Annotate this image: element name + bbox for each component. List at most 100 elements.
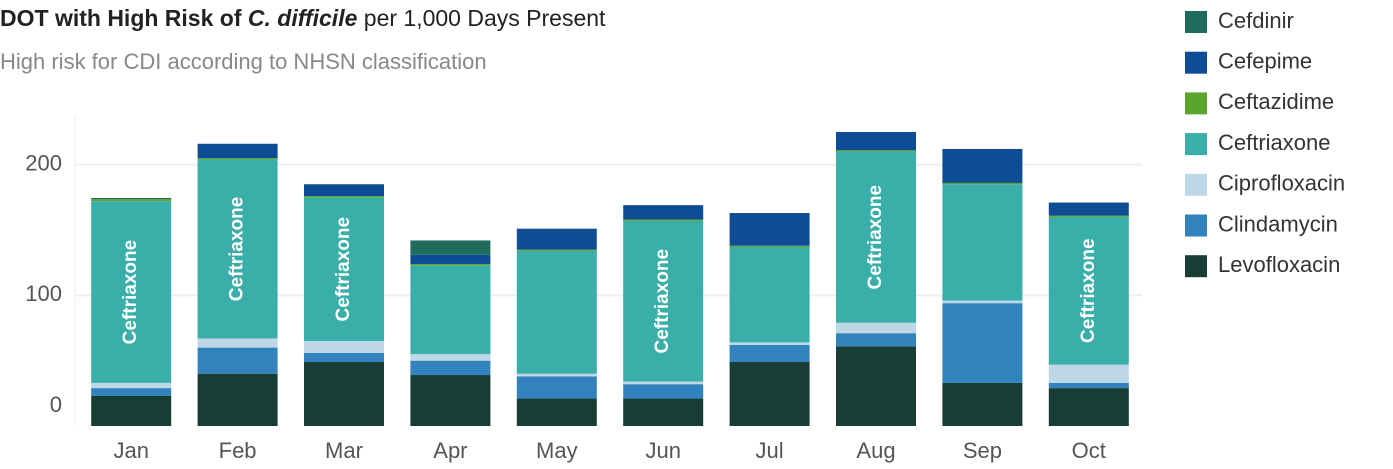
- bar-segment: [91, 395, 172, 426]
- legend-label: Ceftriaxone: [1218, 130, 1331, 155]
- segment-label: Ceftriaxone: [865, 185, 886, 290]
- x-tick-label: Jul: [756, 438, 784, 463]
- bar-segment: [623, 219, 704, 221]
- bar-segment: [410, 375, 491, 426]
- bar-segment: [942, 303, 1023, 383]
- bar-segment: [836, 151, 916, 323]
- bar-segment: [942, 148, 1023, 183]
- legend-swatch: [1185, 173, 1207, 196]
- bar-segment: [197, 338, 278, 348]
- bar-segment: [516, 373, 597, 377]
- segment-label: Ceftriaxone: [333, 217, 354, 322]
- bar-segment: [942, 300, 1023, 304]
- bar-segment: [410, 263, 491, 266]
- segment-label: Ceftriaxone: [652, 249, 673, 354]
- bar-segment: [623, 381, 704, 385]
- bar-segment: [197, 347, 278, 374]
- bar-segment: [942, 382, 1023, 426]
- bar-segment: [516, 228, 597, 250]
- bar-segment: [197, 373, 278, 426]
- bar-segment: [729, 344, 810, 362]
- bar-segment: [729, 245, 810, 247]
- bar-segment: [1048, 202, 1129, 216]
- bar-segment: [410, 265, 491, 355]
- bar-segment: [304, 184, 384, 197]
- chart-subtitle: High risk for CDI according to NHSN clas…: [0, 49, 487, 74]
- segment-label: Ceftriaxone: [227, 197, 248, 302]
- x-tick-label: Apr: [433, 438, 467, 463]
- segment-label: Ceftriaxone: [1078, 238, 1099, 343]
- x-tick-label: Aug: [856, 438, 895, 463]
- legend-swatch: [1185, 255, 1207, 278]
- bar-segment: [1048, 216, 1129, 365]
- bar-segment: [91, 201, 172, 383]
- bar-segment: [304, 196, 384, 198]
- x-tick-label: Jan: [113, 438, 148, 463]
- bar-segment: [942, 184, 1023, 301]
- bar-segment: [1048, 388, 1129, 426]
- x-tick-label: Jun: [645, 438, 680, 463]
- bar-segment: [91, 199, 172, 202]
- title-part: C. difficile: [248, 5, 358, 31]
- bar-segment: [197, 143, 278, 159]
- bar-segment: [516, 249, 597, 251]
- legend-swatch: [1185, 214, 1207, 237]
- bar-segment: [516, 398, 597, 426]
- legend-label: Clindamycin: [1218, 211, 1338, 236]
- bar-segment: [197, 159, 278, 339]
- bar-segment: [623, 384, 704, 399]
- legend-label: Cefdinir: [1218, 8, 1294, 33]
- bar-segment: [410, 254, 491, 264]
- bar-segment: [942, 182, 1023, 185]
- bar-segment: [836, 346, 916, 426]
- y-tick-label: 100: [25, 281, 62, 306]
- bar-segment: [304, 197, 384, 342]
- x-tick-label: Sep: [963, 438, 1002, 463]
- bar-segment: [623, 205, 704, 220]
- bar-segment: [410, 360, 491, 376]
- bar-segment: [197, 158, 278, 160]
- x-tick-label: May: [536, 438, 578, 463]
- bar-segment: [1048, 382, 1129, 389]
- bar-segment: [91, 388, 172, 396]
- bar-segment: [1048, 215, 1129, 217]
- legend-swatch: [1185, 92, 1207, 115]
- legend-swatch: [1185, 51, 1207, 74]
- bar-segment: [836, 333, 916, 347]
- y-tick-label: 0: [50, 392, 62, 417]
- bar-segment: [729, 246, 810, 343]
- legend-swatch: [1185, 11, 1207, 33]
- legend-label: Ciprofloxacin: [1218, 171, 1345, 196]
- bar-segment: [410, 354, 491, 361]
- legend-swatch: [1185, 133, 1207, 156]
- legend-label: Levofloxacin: [1218, 252, 1340, 277]
- x-tick-label: Mar: [325, 438, 363, 463]
- bar-segment: [836, 131, 916, 151]
- bar-segment: [304, 352, 384, 362]
- x-tick-label: Feb: [219, 438, 257, 463]
- bar-segment: [516, 376, 597, 399]
- bar-segment: [91, 197, 172, 200]
- bar-segment: [516, 250, 597, 374]
- segment-label: Ceftriaxone: [120, 240, 141, 345]
- bar-segment: [729, 342, 810, 345]
- title-part: per 1,000 Days Present: [357, 5, 606, 31]
- bar-segment: [1048, 364, 1129, 383]
- bar-segment: [304, 361, 384, 426]
- bar-segment: [729, 213, 810, 246]
- legend-label: Cefepime: [1218, 49, 1312, 74]
- chart-title: DOT with High Risk of C. difficile per 1…: [0, 5, 606, 31]
- bar-segment: [304, 341, 384, 353]
- bar-segment: [729, 361, 810, 426]
- title-part: DOT with High Risk of: [0, 5, 248, 31]
- bar-segment: [623, 398, 704, 426]
- bar-segment: [836, 150, 916, 152]
- bar-segment: [623, 220, 704, 382]
- legend-label: Ceftazidime: [1218, 89, 1334, 114]
- y-tick-label: 200: [25, 150, 62, 175]
- bar-segment: [91, 382, 172, 389]
- bar-segment: [410, 240, 491, 255]
- x-tick-label: Oct: [1072, 438, 1106, 463]
- bar-segment: [836, 322, 916, 334]
